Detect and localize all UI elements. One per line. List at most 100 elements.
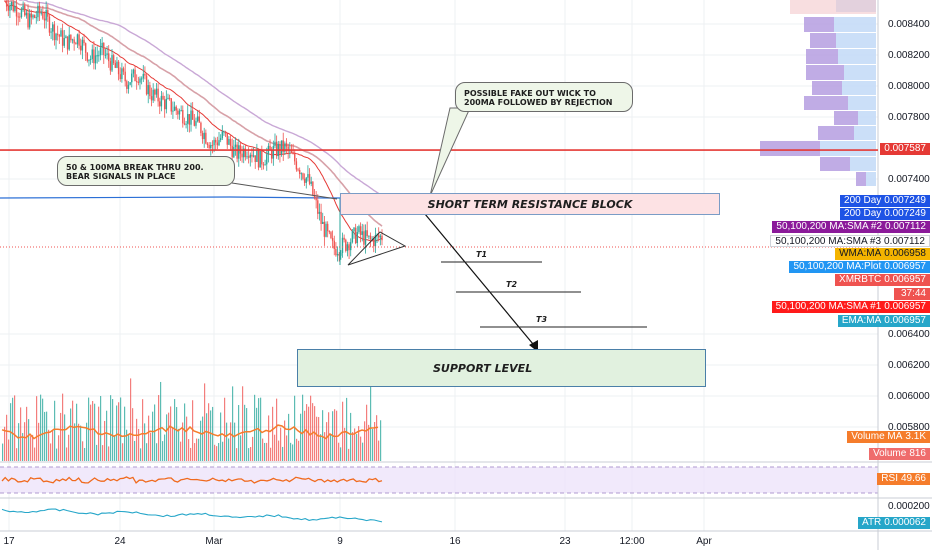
volume-bar	[312, 403, 314, 461]
candle-body	[233, 147, 235, 158]
candle-body	[275, 141, 278, 157]
volume-bar	[58, 435, 60, 461]
volume-bar	[86, 422, 88, 461]
candle-body	[52, 24, 54, 32]
candle-body	[37, 5, 39, 18]
candle-body	[28, 13, 31, 28]
volume-bar	[230, 422, 232, 461]
x-axis[interactable]: 17 24 Mar 9 16 23 12:00 Apr	[3, 536, 712, 547]
candle-body	[206, 143, 209, 146]
volume-profile-row-buy	[842, 81, 876, 95]
x-tick-label: 12:00	[619, 536, 644, 547]
candle-body	[15, 5, 18, 17]
volume-bar	[350, 412, 352, 461]
projection-arrow-line[interactable]	[419, 207, 539, 351]
candle-body	[42, 12, 44, 19]
candle-body	[251, 154, 253, 157]
volume-bar	[354, 428, 356, 461]
volume-bar	[272, 406, 274, 461]
candle-body	[302, 173, 304, 179]
candle-body	[330, 232, 332, 238]
candle-body	[346, 244, 349, 251]
candle-body	[160, 95, 163, 107]
volume-bar	[20, 407, 22, 461]
candle-body	[50, 31, 52, 33]
support-zone[interactable]: SUPPORT LEVEL	[297, 349, 706, 387]
volume-bar	[162, 441, 164, 461]
pennant-triangle[interactable]	[347, 231, 407, 266]
candle-body	[213, 139, 215, 146]
volume-bar	[32, 434, 34, 461]
candle-body	[175, 106, 177, 111]
callout-fake-out-wick[interactable]: POSSIBLE FAKE OUT WICK TO 200MA FOLLOWED…	[455, 82, 633, 112]
volume-bar	[178, 428, 180, 461]
volume-profile-row-sell	[804, 96, 848, 110]
candle-body	[256, 149, 258, 162]
volume-bar	[82, 441, 84, 461]
candle-body	[101, 42, 103, 48]
ma-tag-3: 50,100,200 MA:SMA #3 0.007112	[770, 235, 930, 247]
volume-bar	[326, 422, 328, 461]
candle-body	[58, 35, 61, 37]
volume-profile-row-buy	[838, 49, 876, 64]
candle-body	[359, 226, 362, 235]
candle-body	[308, 174, 311, 184]
candle-body	[336, 253, 339, 256]
x-tick-label: 23	[559, 536, 571, 547]
support-zone-label: SUPPORT LEVEL	[433, 361, 533, 375]
volume-bar	[190, 447, 192, 461]
candle-body	[56, 33, 59, 36]
candle-body	[297, 169, 299, 171]
volume-bar	[218, 443, 220, 461]
candle-body	[68, 34, 70, 50]
candle-body	[215, 139, 217, 143]
candle-body	[366, 230, 368, 237]
candle-body	[219, 138, 222, 141]
candle-body	[108, 53, 110, 62]
volume-bar	[68, 434, 70, 461]
volume-bar	[134, 440, 136, 461]
ma-tag-7: 37:44	[893, 288, 930, 300]
callout-ma-break[interactable]: 50 & 100MA BREAK THRU 200. BEAR SIGNALS …	[57, 156, 235, 186]
ma-tag-1: 200 Day 0.007249	[840, 208, 930, 220]
candle-body	[27, 12, 29, 28]
ma-tag-value: 0.006957	[884, 301, 926, 312]
volume-bar	[96, 444, 98, 461]
volume-bar	[108, 446, 110, 461]
candle-body	[201, 133, 204, 140]
volume-bar	[322, 410, 324, 461]
resistance-block[interactable]: SHORT TERM RESISTANCE BLOCK	[340, 193, 720, 215]
ma-tag-value: 37:44	[900, 288, 926, 299]
volume-bar	[226, 422, 228, 461]
candle-body	[371, 238, 373, 240]
candle-body	[341, 237, 344, 253]
volume-bar	[74, 423, 76, 461]
candle-body	[89, 58, 92, 60]
volume-bar	[46, 411, 48, 461]
candle-body	[99, 47, 102, 56]
candle-body	[93, 49, 95, 64]
volume-bar	[346, 397, 348, 461]
volume-bar	[42, 398, 44, 461]
volume-bar	[284, 420, 286, 461]
volume-profile-row-buy	[858, 111, 876, 125]
volume-bar	[26, 406, 28, 461]
ma-tag-value: 0.006957	[884, 315, 926, 326]
volume-profile-row-buy	[820, 141, 876, 156]
candle-body	[279, 144, 281, 154]
candle-body	[298, 170, 301, 174]
candle-body	[114, 63, 117, 68]
volume-bar	[78, 423, 80, 461]
volume-bar	[340, 447, 342, 461]
y-tick-label: 0.007400	[888, 174, 930, 185]
candle-body	[312, 181, 314, 196]
volume-bar	[198, 438, 200, 461]
candle-body	[40, 12, 42, 14]
candle-body	[140, 78, 143, 80]
volume-bar	[244, 404, 246, 461]
ma-tag-value: 0.007112	[884, 236, 925, 247]
volume-bar	[70, 408, 72, 461]
candle-body	[150, 96, 153, 101]
candle-body	[47, 10, 49, 17]
